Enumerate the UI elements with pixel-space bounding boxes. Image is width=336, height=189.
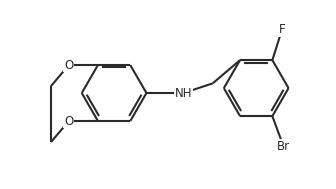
Text: F: F — [279, 23, 285, 36]
Text: O: O — [64, 59, 74, 71]
Text: O: O — [64, 115, 74, 128]
Text: NH: NH — [175, 87, 193, 100]
Text: Br: Br — [277, 140, 290, 153]
